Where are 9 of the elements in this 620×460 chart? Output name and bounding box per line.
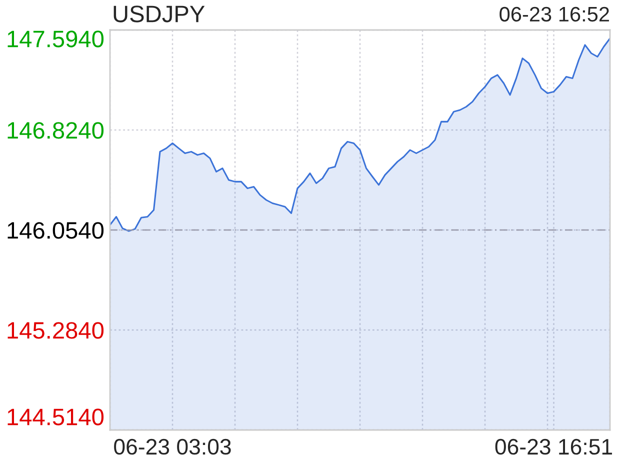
x-tick-label: 06-23 16:51 [495, 438, 612, 455]
y-tick-label: 147.5940 [8, 30, 104, 48]
x-tick-label: 06-23 03:03 [114, 438, 231, 455]
chart-title: USDJPY [114, 6, 205, 22]
chart-subtitle: 06-23 16:52 [500, 6, 609, 22]
y-tick-label: 145.2840 [8, 322, 104, 339]
y-tick-label: 146.8240 [8, 122, 104, 139]
y-tick-label: 146.0540 [8, 222, 104, 239]
y-tick-label: 144.5140 [8, 408, 104, 426]
